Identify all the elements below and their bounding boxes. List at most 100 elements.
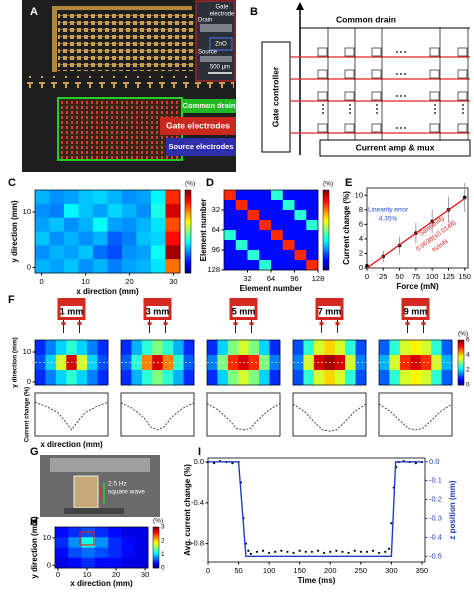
heatmap-cell [134,557,149,569]
heatmap-cell [399,340,411,356]
heatmap-cell [217,355,229,371]
heatmap-cell [121,537,136,548]
x-tick-label: 0 [206,566,210,575]
x-tick-label: 125 [442,272,455,281]
panel-label: F [8,294,15,306]
colorbar-slice [323,267,329,271]
heatmap-cell [165,245,181,260]
transistor [371,69,382,79]
colorbar-frame [457,339,465,386]
heatmap-cell [94,537,109,548]
heatmap-cell [303,355,315,371]
x-tick-label: 20 [112,570,120,579]
heatmap-cell [420,355,432,371]
heatmap-cell [238,370,250,386]
transistor-grid [290,28,470,140]
colorbar-slice [153,544,159,547]
heatmap-cell [108,527,122,538]
heatmap-cell [68,537,82,548]
heatmap-cell [345,370,356,386]
indenter-tip [335,322,340,325]
heatmap-cell [259,260,272,271]
data-point [390,522,393,525]
heatmap-cell [131,370,143,386]
colorbar-slice [185,223,191,227]
colorbar-tick-label: 2 [161,537,165,544]
heatmap-cell [183,355,195,371]
heatmap-cell [108,547,122,559]
heatmap-cell [49,259,65,274]
dot [396,73,398,75]
transistor [344,123,355,133]
colorbar-slice [153,543,159,546]
heatmap-cell [165,259,181,274]
heatmap-cell [151,231,166,246]
indenter-face [146,306,169,317]
heatmap-cell [165,190,181,205]
colorbar-slice [323,195,329,199]
heatmap-cell [81,547,96,559]
y-tick-label: 128 [207,265,220,274]
heatmap-cell [64,217,79,232]
x-tick-label: 10 [83,570,91,579]
heatmap-cell [87,340,98,356]
y-tick-label: -0.8 [191,539,204,548]
heatmap-cell [217,340,229,356]
dot [376,104,378,106]
x-tick-label: 200 [324,566,337,575]
colorbar-slice [458,356,464,359]
heatmap-cell [49,203,65,218]
label: square wave [108,489,145,496]
label: 500 µm [210,65,230,71]
colorbar-slice [185,270,191,274]
heatmap-cell [282,250,295,261]
data-point [280,549,283,552]
plot-area [206,392,281,437]
panel-label: C [8,177,16,189]
dot [400,51,402,53]
colorbar-slice [458,350,464,353]
x-tick-label: 0 [40,277,44,286]
colorbar-slice [323,259,329,263]
data-point [353,549,356,552]
x-tick-label: 100 [263,566,276,575]
heatmap-cell [224,260,237,271]
x-tick-label: 150 [293,566,306,575]
heatmap-cell [355,355,367,371]
heatmap-cell [122,231,137,246]
data-line [120,402,195,431]
dot [396,95,398,97]
data-point [298,549,301,552]
x-axis-label: Force (mN) [396,282,439,291]
dot [462,104,464,106]
x-tick-label: 300 [385,566,398,575]
colorbar-slice [185,228,191,232]
box [261,41,291,153]
heatmap-cell [78,231,94,246]
colorbar-frame [322,189,330,271]
heatmap-cell [247,240,260,251]
colorbar-slice [323,230,329,233]
heatmap-cell [151,217,166,232]
colorbar-slice [458,358,464,360]
colorbar-slice [458,347,464,350]
colorbar-tick-label: 1 [161,551,165,558]
colorbar-slice [153,540,159,543]
heatmap-cell [97,355,109,371]
heatmap-cell [68,547,82,559]
heatmap-cell [49,231,65,246]
colorbar-slice [323,254,329,257]
heatmap-cell [271,260,284,271]
heatmap-cell [94,547,109,559]
colorbar-slice [185,253,191,257]
heatmap-cell [134,527,149,538]
label: Drain [198,18,212,24]
chart-title: 3 mm [146,306,170,316]
heatmap-cell [136,245,152,260]
heatmap-cell [122,203,137,218]
data-line [292,403,367,432]
colorbar-slice [185,217,191,221]
heatmap-cell [410,370,422,386]
indenter-tip [147,322,152,325]
data-point [274,550,277,553]
